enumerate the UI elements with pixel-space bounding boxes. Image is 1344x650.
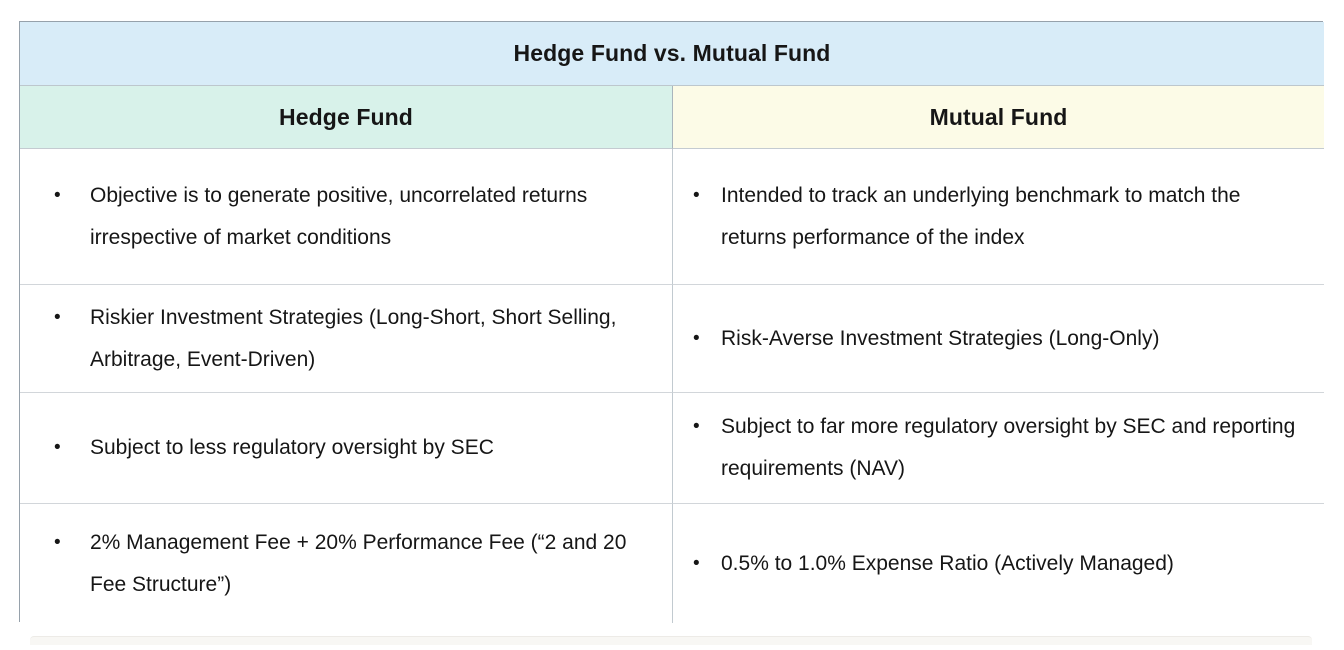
table-cell-mutual-row2: • Risk-Averse Investment Strategies (Lon… (673, 285, 1324, 393)
cell-text: Riskier Investment Strategies (Long-Shor… (90, 305, 617, 371)
table-cell-hedge-row1: • Objective is to generate positive, unc… (20, 149, 673, 285)
cell-text: Subject to far more regulatory oversight… (721, 415, 1296, 480)
bullet-icon: • (693, 327, 700, 349)
cell-text: Intended to track an underlying benchmar… (721, 183, 1241, 249)
cell-text: 2% Management Fee + 20% Performance Fee … (90, 530, 627, 596)
bullet-icon: • (693, 552, 700, 574)
comparison-table: Hedge Fund vs. Mutual Fund Hedge Fund Mu… (19, 21, 1324, 623)
bullet-icon: • (54, 531, 61, 553)
table-cell-hedge-row3: • Subject to less regulatory oversight b… (20, 393, 673, 504)
table-title: Hedge Fund vs. Mutual Fund (20, 22, 1324, 86)
bullet-icon: • (693, 416, 700, 437)
bullet-icon: • (54, 306, 61, 328)
table-cell-hedge-row2: • Riskier Investment Strategies (Long-Sh… (20, 285, 673, 393)
column-header-mutual-fund: Mutual Fund (673, 86, 1324, 149)
bullet-icon: • (693, 184, 700, 206)
next-element-edge (30, 636, 1312, 645)
bullet-icon: • (54, 437, 61, 458)
table-cell-mutual-row4: • 0.5% to 1.0% Expense Ratio (Actively M… (673, 504, 1324, 623)
table-cell-hedge-row4: • 2% Management Fee + 20% Performance Fe… (20, 504, 673, 623)
table-cell-mutual-row3: • Subject to far more regulatory oversig… (673, 393, 1324, 504)
cell-text: Subject to less regulatory oversight by … (90, 436, 494, 459)
table-cell-mutual-row1: • Intended to track an underlying benchm… (673, 149, 1324, 285)
cell-text: 0.5% to 1.0% Expense Ratio (Actively Man… (721, 551, 1174, 575)
cell-text: Objective is to generate positive, uncor… (90, 183, 588, 249)
cell-text: Risk-Averse Investment Strategies (Long-… (721, 326, 1160, 350)
column-header-hedge-fund: Hedge Fund (20, 86, 673, 149)
bullet-icon: • (54, 184, 61, 206)
